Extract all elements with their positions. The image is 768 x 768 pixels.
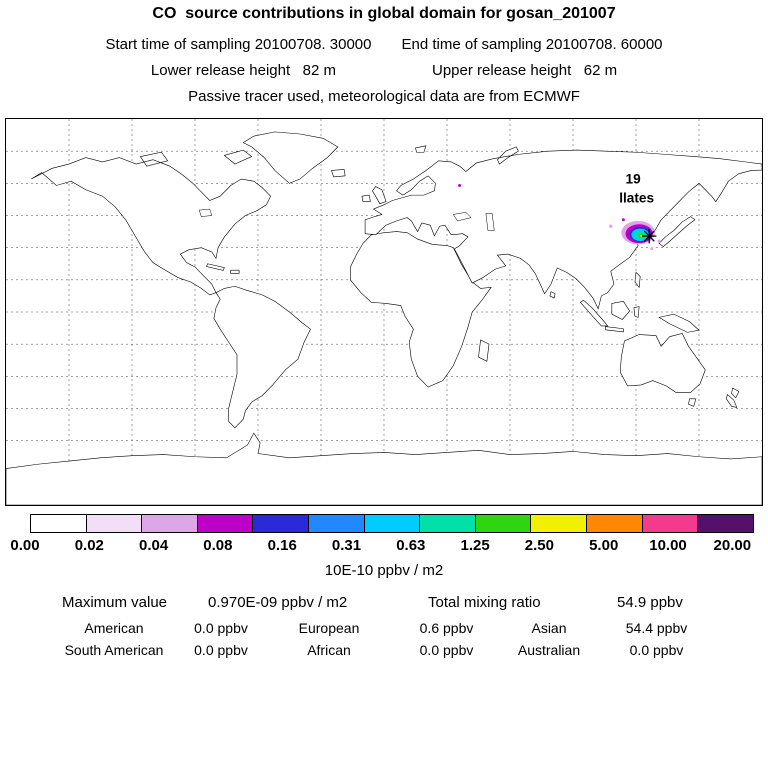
- region-value: 0.0 ppbv: [629, 642, 684, 658]
- continent-antarctica: [6, 433, 762, 505]
- max-value-number: 0.970E-09 ppbv / m2: [208, 594, 348, 611]
- colorbar-cell: [474, 515, 531, 532]
- start-time-text: Start time of sampling 20100708. 30000: [105, 36, 372, 53]
- end-time-text: End time of sampling 20100708. 60000: [401, 36, 663, 53]
- sampling-time-line: Start time of sampling 20100708. 30000 E…: [0, 36, 768, 53]
- colorbar-cell: [586, 515, 642, 532]
- region-value: 54.4 ppbv: [625, 620, 688, 636]
- colorbar-tick-label: 0.08: [203, 537, 233, 554]
- plume-speck: [650, 247, 654, 251]
- map-overlay-label: 19: [625, 171, 640, 186]
- stats-summary-row: Maximum value 0.970E-09 ppbv / m2 Total …: [0, 594, 768, 612]
- map-overlay-label: llates: [619, 191, 654, 206]
- continents: [6, 132, 762, 505]
- plume-speck: [621, 218, 625, 222]
- receptor-marker-icon: [642, 229, 656, 244]
- colorbar-cell: [308, 515, 364, 532]
- total-mixing-ratio-number: 54.9 ppbv: [617, 594, 683, 611]
- max-value-label: Maximum value: [62, 594, 168, 611]
- region-label: European: [298, 620, 360, 636]
- region-label: Australian: [517, 642, 581, 658]
- colorbar-cell: [419, 515, 475, 532]
- tracer-note-text: Passive tracer used, meteorological data…: [188, 88, 580, 105]
- region-value: 0.0 ppbv: [194, 642, 248, 658]
- region-value: 0.0 ppbv: [419, 642, 474, 658]
- colorbar-unit-label: 10E-10 ppbv / m2: [324, 562, 444, 579]
- tracer-note-line: Passive tracer used, meteorological data…: [0, 88, 768, 105]
- colorbar-cell: [196, 515, 253, 532]
- colorbar-tick-label: 2.50: [524, 537, 554, 554]
- continent-africa: [350, 232, 491, 387]
- colorbar-tick-label: 0.04: [138, 537, 169, 554]
- page-title: CO source contributions in global domain…: [152, 5, 616, 22]
- lower-release-text: Lower release height 82 m: [150, 62, 336, 79]
- upper-release-text: Upper release height 62 m: [432, 62, 618, 79]
- plume-speck: [609, 224, 613, 228]
- colorbar-tick-label: 1.25: [460, 537, 490, 554]
- colorbar-cell: [85, 515, 142, 532]
- colorbar-tick-label: 0.16: [267, 537, 297, 554]
- region-label: African: [307, 642, 351, 658]
- colorbar-tick-label: 20.00: [713, 537, 752, 554]
- colorbar: [30, 514, 754, 533]
- colorbar-tick-label: 0.63: [396, 537, 426, 554]
- world-map-svg: 19 llates: [6, 119, 762, 505]
- plume-speck: [657, 239, 661, 243]
- colorbar-cell: [363, 515, 420, 532]
- inland-seas: [199, 209, 494, 230]
- colorbar-cell: [141, 515, 197, 532]
- colorbar-cell: [252, 515, 309, 532]
- colorbar-cell: [697, 515, 753, 532]
- continent-eurasia: [332, 146, 762, 332]
- world-map: 19 llates: [5, 118, 763, 506]
- release-height-line: Lower release height 82 m Upper release …: [0, 62, 768, 79]
- region-value: 0.6 ppbv: [419, 620, 474, 636]
- region-value: 0.0 ppbv: [194, 620, 248, 636]
- continent-north-america: [31, 132, 338, 295]
- continent-australia-oceania: [620, 314, 739, 407]
- stats-contribution-row: South American 0.0 ppbv African 0.0 ppbv…: [40, 642, 720, 659]
- plume-speck: [458, 183, 462, 187]
- total-mixing-ratio-label: Total mixing ratio: [428, 594, 541, 611]
- colorbar-tick-label: 0.02: [74, 537, 104, 554]
- region-label: American: [84, 620, 144, 636]
- colorbar-cell: [530, 515, 587, 532]
- colorbar-cell: [641, 515, 698, 532]
- continent-south-america: [214, 286, 311, 428]
- colorbar-tick-label: 5.00: [589, 537, 619, 554]
- colorbar-tick-label: 0.00: [10, 537, 40, 554]
- colorbar-tick-label: 10.00: [649, 537, 687, 554]
- region-label: Asian: [531, 620, 567, 636]
- region-label: South American: [64, 642, 164, 658]
- stats-contribution-row: American 0.0 ppbv European 0.6 ppbv Asia…: [40, 620, 720, 637]
- colorbar-cell: [31, 515, 86, 532]
- colorbar-tick-label: 0.31: [331, 537, 362, 554]
- colorbar-ticks: 0.00 0.02 0.04 0.08 0.16 0.31 0.63 1.25 2.50 5.00…: [10, 537, 755, 557]
